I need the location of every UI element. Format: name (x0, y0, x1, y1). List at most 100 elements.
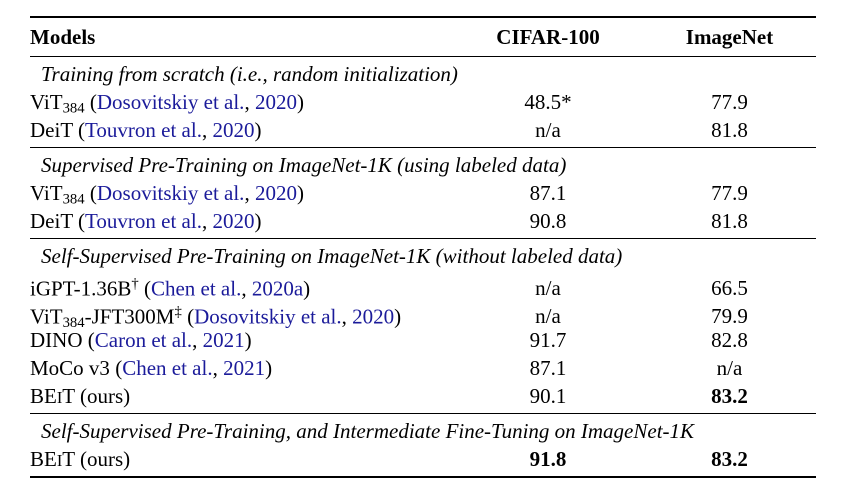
paren-close: ) (123, 447, 131, 471)
table-row: ViT384-JFT300M‡ (Dosovitskiy et al., 202… (30, 298, 816, 331)
model-name: BE (30, 447, 57, 471)
paren-close: ) (123, 384, 131, 408)
model-cell: DeiT (Touvron et al., 2020) (30, 207, 463, 235)
citation-link[interactable]: Caron et al. (94, 328, 193, 352)
paren-close: ) (296, 181, 304, 205)
model-cell: DINO (Caron et al., 2021) (30, 326, 463, 354)
model-name-suffix: T (62, 447, 75, 471)
model-double-dagger-superscript: ‡ (174, 304, 182, 320)
model-smallcap: I (56, 451, 63, 470)
citation-link[interactable]: Chen et al. (150, 276, 242, 301)
cifar-value: 91.7 (529, 328, 567, 352)
table-rule (30, 238, 816, 239)
paren-open: ( (72, 209, 86, 233)
paren-close: ) (254, 118, 262, 142)
column-header-cifar: CIFAR-100 (496, 25, 600, 49)
table-row: ViT384 (Dosovitskiy et al., 2020) 48.5* … (30, 88, 816, 117)
citation-year-link[interactable]: 2021 (223, 356, 266, 380)
section-title: Self-Supervised Pre-Training, and Interm… (41, 419, 695, 443)
imagenet-value: 81.8 (711, 209, 748, 233)
imagenet-value: 83.2 (711, 447, 748, 471)
imagenet-value: 66.5 (711, 276, 748, 301)
model-subscript: 384 (62, 315, 85, 332)
citation-comma: , (201, 118, 213, 142)
paren-open: ( (138, 276, 151, 301)
paren-open: ( (74, 447, 87, 471)
model-name: BE (30, 384, 57, 408)
cifar-value: 90.8 (529, 209, 567, 233)
citation-year-link[interactable]: 2020 (352, 304, 395, 329)
paren-close: ) (244, 328, 252, 352)
citation-link[interactable]: Touvron et al. (85, 209, 202, 233)
citation-comma: , (192, 328, 203, 352)
imagenet-value: n/a (716, 356, 743, 380)
section-title: Self-Supervised Pre-Training on ImageNet… (41, 244, 623, 268)
imagenet-value: 79.9 (711, 304, 748, 329)
section-title: Training from scratch (i.e., random init… (41, 62, 458, 86)
paren-close: ) (296, 90, 304, 114)
cifar-value: n/a (535, 118, 561, 142)
model-cell: MoCo v3 (Chen et al., 2021) (30, 354, 463, 382)
section-supervised-pretraining: Supervised Pre-Training on ImageNet-1K (… (30, 148, 816, 238)
cifar-value: 90.1 (529, 384, 567, 408)
table-bottom-rule (30, 476, 816, 478)
model-name: DeiT (30, 118, 73, 142)
citation-comma: , (201, 209, 213, 233)
citation-comma: , (244, 181, 255, 205)
column-header-imagenet: ImageNet (685, 25, 774, 49)
table-row: DeiT (Touvron et al., 2020) n/a 81.8 (30, 116, 816, 144)
citation-comma: , (241, 276, 252, 301)
citation-link[interactable]: Touvron et al. (85, 118, 202, 142)
model-name-suffix: -JFT300M (84, 304, 175, 329)
results-table: Models CIFAR-100 ImageNet Training from … (30, 16, 816, 478)
cifar-value: n/a (535, 304, 561, 329)
citation-year-link[interactable]: 2020 (212, 209, 255, 233)
citation-year-link[interactable]: 2020 (212, 118, 255, 142)
imagenet-value: 82.8 (711, 328, 748, 352)
model-cell: iGPT-1.36B† (Chen et al., 2020a) (30, 270, 463, 302)
paren-close: ) (265, 356, 273, 380)
model-subscript: 384 (62, 100, 85, 117)
section-training-from-scratch: Training from scratch (i.e., random init… (30, 57, 816, 147)
citation-link[interactable]: Dosovitskiy et al. (96, 90, 245, 114)
ours-label: ours (87, 384, 124, 408)
paren-close: ) (254, 209, 262, 233)
table-rule (30, 56, 816, 57)
paren-open: ( (84, 90, 97, 114)
paren-open: ( (72, 118, 86, 142)
section-intermediate-finetuning: Self-Supervised Pre-Training, and Interm… (30, 414, 816, 476)
paren-close: ) (394, 304, 402, 329)
paren-open: ( (74, 384, 87, 408)
cifar-value: 87.1 (529, 356, 567, 380)
model-cell: BEIT (ours) (30, 382, 463, 412)
model-cell: ViT384 (Dosovitskiy et al., 2020) (30, 88, 463, 123)
table-row-beit: BEIT (ours) 90.1 83.2 (30, 382, 816, 410)
model-cell: BEIT (ours) (30, 445, 463, 475)
table-header-row: Models CIFAR-100 ImageNet (30, 18, 816, 56)
imagenet-value: 77.9 (711, 181, 748, 205)
citation-comma: , (244, 90, 255, 114)
model-name: ViT (30, 181, 63, 205)
model-name-suffix: T (62, 384, 75, 408)
citation-link[interactable]: Chen et al. (122, 356, 213, 380)
citation-link[interactable]: Dosovitskiy et al. (194, 304, 342, 329)
imagenet-value: 77.9 (711, 90, 748, 114)
citation-year-link[interactable]: 2020a (251, 276, 304, 301)
model-name: ViT (30, 90, 63, 114)
model-cell: DeiT (Touvron et al., 2020) (30, 116, 463, 144)
table-row: iGPT-1.36B† (Chen et al., 2020a) n/a 66.… (30, 270, 816, 300)
imagenet-value: 81.8 (711, 118, 748, 142)
paren-close: ) (303, 276, 311, 301)
citation-comma: , (212, 356, 224, 380)
cifar-value: 48.5* (524, 90, 572, 114)
model-dagger-superscript: † (131, 276, 139, 292)
citation-year-link[interactable]: 2020 (254, 90, 297, 114)
citation-year-link[interactable]: 2020 (254, 181, 297, 205)
table-row-beit: BEIT (ours) 91.8 83.2 (30, 445, 816, 473)
table-row: DINO (Caron et al., 2021) 91.7 82.8 (30, 326, 816, 354)
citation-link[interactable]: Dosovitskiy et al. (96, 181, 245, 205)
paren-open: ( (84, 181, 97, 205)
cifar-value: n/a (535, 276, 561, 301)
citation-year-link[interactable]: 2021 (202, 328, 245, 352)
model-cell: ViT384 (Dosovitskiy et al., 2020) (30, 179, 463, 214)
